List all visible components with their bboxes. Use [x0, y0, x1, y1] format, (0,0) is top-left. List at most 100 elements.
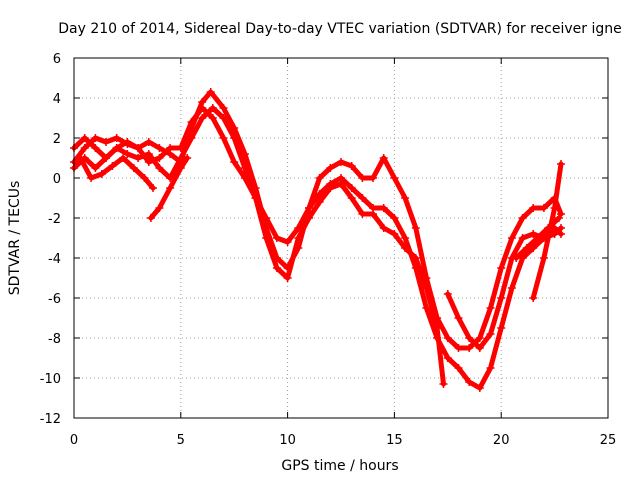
series-track-3	[70, 104, 448, 388]
data-point-marker	[149, 184, 157, 192]
data-point-marker	[187, 118, 196, 126]
x-tick-label: 15	[386, 433, 403, 448]
data-point-marker	[507, 284, 516, 292]
data-series	[70, 88, 565, 392]
data-point-marker	[422, 304, 431, 312]
data-point-marker	[80, 144, 89, 152]
data-point-marker	[401, 194, 410, 202]
data-point-marker	[326, 164, 335, 172]
x-axis-ticks: 0 5 10 15 20 25	[70, 58, 616, 448]
y-tick-label: -10	[40, 372, 61, 387]
data-point-marker	[497, 324, 506, 332]
data-point-marker	[533, 234, 542, 242]
data-point-marker	[486, 304, 495, 312]
series-trace	[71, 105, 446, 387]
data-point-marker	[497, 264, 506, 272]
data-point-marker	[358, 174, 367, 182]
data-point-marker	[240, 164, 249, 172]
data-point-marker	[486, 330, 495, 338]
data-point-marker	[155, 164, 164, 172]
data-point-marker	[230, 134, 239, 142]
data-point-marker	[550, 204, 559, 212]
data-point-marker	[140, 174, 149, 182]
series-track-4	[443, 224, 565, 352]
data-point-marker	[219, 104, 228, 112]
data-point-marker	[134, 144, 143, 152]
data-point-marker	[283, 274, 292, 282]
data-point-marker	[119, 154, 128, 162]
data-point-marker	[230, 158, 239, 166]
data-point-marker	[112, 134, 121, 142]
data-point-marker	[272, 234, 281, 242]
data-point-marker	[465, 344, 474, 352]
data-point-marker	[390, 230, 399, 238]
series-trace	[71, 105, 564, 391]
data-point-marker	[369, 210, 377, 218]
data-point-marker	[294, 234, 303, 242]
data-point-marker	[102, 138, 110, 146]
data-point-marker	[155, 204, 164, 212]
data-point-marker	[497, 294, 506, 302]
data-point-marker	[326, 184, 335, 192]
x-axis-title: GPS time / hours	[281, 458, 398, 474]
data-point-marker	[102, 154, 110, 162]
y-tick-label: -2	[48, 212, 61, 227]
data-point-marker	[305, 204, 313, 212]
data-point-marker	[208, 114, 217, 122]
data-point-marker	[422, 284, 431, 292]
data-point-marker	[198, 104, 207, 112]
data-point-marker	[486, 364, 495, 372]
data-point-marker	[337, 180, 345, 188]
data-point-marker	[529, 294, 538, 302]
data-point-marker	[347, 184, 356, 192]
data-point-marker	[187, 134, 196, 142]
data-point-marker	[347, 162, 356, 170]
data-point-marker	[454, 314, 463, 322]
data-point-marker	[176, 144, 185, 152]
x-tick-label: 20	[493, 433, 510, 448]
x-tick-label: 25	[600, 433, 617, 448]
data-point-marker	[512, 254, 521, 262]
data-point-marker	[80, 134, 89, 142]
data-point-marker	[550, 230, 559, 238]
data-point-marker	[262, 214, 271, 222]
data-point-marker	[411, 224, 420, 232]
data-point-marker	[155, 154, 164, 162]
series-track-8	[512, 214, 563, 262]
data-point-marker	[219, 114, 228, 122]
data-point-marker	[539, 254, 548, 262]
data-point-marker	[206, 88, 215, 96]
x-tick-label: 5	[177, 433, 185, 448]
data-point-marker	[557, 160, 565, 168]
data-point-marker	[108, 162, 117, 170]
data-point-marker	[475, 384, 484, 392]
data-point-marker	[411, 254, 420, 262]
y-axis-title: SDTVAR / TECUs	[7, 181, 23, 296]
series-track-5	[146, 154, 192, 222]
data-point-marker	[369, 174, 377, 182]
data-point-marker	[146, 214, 155, 222]
data-point-marker	[439, 380, 448, 388]
data-point-marker	[97, 170, 106, 178]
data-point-marker	[401, 244, 410, 252]
series-track-7	[529, 160, 565, 302]
data-point-marker	[465, 378, 474, 386]
data-point-marker	[219, 134, 228, 142]
data-point-marker	[539, 204, 548, 212]
data-point-marker	[91, 144, 100, 152]
chart-title: Day 210 of 2014, Sidereal Day-to-day VTE…	[58, 21, 621, 37]
series-trace	[530, 161, 564, 301]
data-point-marker	[166, 184, 175, 192]
series-track-1	[70, 88, 565, 352]
plot-frame	[73, 57, 609, 419]
data-point-marker	[76, 154, 85, 162]
data-point-marker	[123, 150, 132, 158]
data-point-marker	[443, 290, 452, 298]
data-point-marker	[112, 144, 121, 152]
data-point-marker	[144, 158, 153, 166]
data-point-marker	[91, 164, 100, 172]
series-track-6	[76, 154, 157, 192]
data-point-marker	[134, 154, 143, 162]
data-point-marker	[390, 174, 399, 182]
data-point-marker	[465, 334, 474, 342]
